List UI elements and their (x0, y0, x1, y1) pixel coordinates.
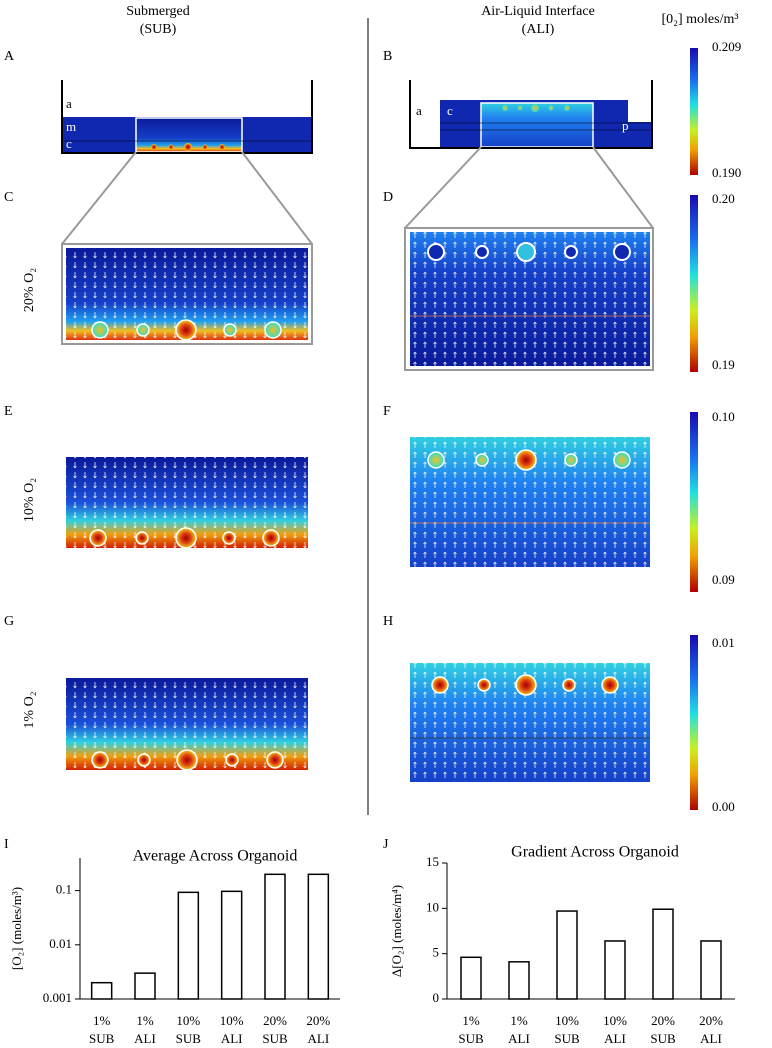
panel-label: D (383, 190, 393, 205)
x-tick-label: 20% (306, 1013, 330, 1028)
well-sub: a m c (61, 80, 313, 154)
colorbar-title: [0₂] moles/m³ (661, 12, 738, 27)
column-title: Air-Liquid Interface (481, 4, 595, 19)
x-tick-label: ALI (508, 1031, 530, 1046)
x-tick-label: SUB (554, 1031, 580, 1046)
region-label: c (66, 136, 72, 151)
colorbar-label: 0.09 (712, 572, 735, 587)
bar (307, 873, 330, 1000)
panel-label: I (4, 837, 9, 852)
zoom-lines (61, 146, 654, 371)
column-abbr: (SUB) (140, 22, 177, 37)
x-tick-label: 10% (220, 1013, 244, 1028)
bar (177, 891, 200, 1000)
region-label: p (622, 118, 629, 133)
y-tick-label: 0.001 (43, 990, 72, 1005)
panel-label: F (383, 404, 391, 419)
x-tick-label: ALI (604, 1031, 626, 1046)
bar (460, 956, 482, 1000)
panel-label: E (4, 404, 13, 419)
column-title: Submerged (126, 4, 190, 19)
x-tick-label: ALI (307, 1031, 329, 1046)
panel-label: G (4, 614, 14, 629)
panel-label: A (4, 49, 15, 64)
region-label: m (416, 126, 426, 141)
colorbar-label: 0.01 (712, 635, 735, 650)
y-axis-label: [O₂] (moles/m³) (9, 887, 24, 970)
row-label: 1% O₂ (22, 691, 37, 728)
x-tick-label: 20% (699, 1013, 723, 1028)
x-tick-label: SUB (89, 1031, 115, 1046)
y-tick-label: 15 (426, 854, 439, 869)
panel-label: B (383, 49, 392, 64)
bar (220, 890, 243, 1000)
column-abbr: (ALI) (522, 22, 555, 37)
x-tick-label: SUB (458, 1031, 484, 1046)
y-tick-label: 0 (433, 990, 440, 1005)
bar (264, 873, 286, 1000)
panel-label: J (383, 837, 389, 852)
y-tick-label: 5 (433, 945, 440, 960)
colorbar-label: 0.19 (712, 357, 735, 372)
x-tick-label: 20% (263, 1013, 287, 1028)
bar (90, 981, 113, 1000)
x-tick-label: 10% (555, 1013, 579, 1028)
x-tick-label: SUB (262, 1031, 288, 1046)
x-tick-label: 1% (136, 1013, 154, 1028)
chart-title: Average Across Organoid (133, 848, 298, 865)
colorbar-label: 0.20 (712, 191, 735, 206)
x-tick-label: ALI (134, 1031, 156, 1046)
simulation-ali (410, 232, 650, 782)
x-tick-label: 20% (651, 1013, 675, 1028)
region-label: a (66, 96, 72, 111)
panel-label: C (4, 190, 13, 205)
colorbar-label: 0.10 (712, 409, 735, 424)
bar (652, 908, 674, 1000)
region-label: m (66, 119, 76, 134)
row-label: 20% O₂ (22, 268, 37, 312)
region-label: a (416, 103, 422, 118)
x-tick-label: 10% (603, 1013, 627, 1028)
charts: Average Across Organoid [O₂] (moles/m³) 0.… (9, 844, 735, 1046)
x-tick-label: SUB (650, 1031, 676, 1046)
chart-title: Gradient Across Organoid (511, 844, 679, 861)
x-tick-label: 1% (93, 1013, 111, 1028)
x-tick-label: 1% (462, 1013, 480, 1028)
simulation-sub (66, 248, 308, 771)
colorbars: 0.209 0.190 0.20 0.19 0.10 0.09 0.01 0.0… (690, 39, 741, 814)
bar (604, 940, 626, 1000)
bar (700, 940, 722, 1000)
y-tick-label: 0.01 (49, 936, 72, 951)
well-ali: a c m p (409, 80, 653, 149)
row-label: 10% O₂ (22, 478, 37, 522)
x-tick-label: 1% (510, 1013, 528, 1028)
colorbar-label: 0.00 (712, 799, 735, 814)
panel-labels: A B C D E F G H I J (4, 49, 393, 852)
region-label: c (447, 103, 453, 118)
bar (508, 961, 530, 1000)
bar (134, 972, 156, 1000)
y-tick-label: 10 (426, 899, 439, 914)
y-axis-label: Δ[O₂] (moles/m⁴) (389, 885, 404, 977)
x-tick-label: SUB (176, 1031, 202, 1046)
x-tick-label: 10% (176, 1013, 200, 1028)
colorbar-label: 0.209 (712, 39, 741, 54)
panel-label: H (383, 614, 393, 629)
bar (556, 910, 578, 1000)
x-tick-label: ALI (221, 1031, 243, 1046)
x-tick-label: ALI (700, 1031, 722, 1046)
colorbar-label: 0.190 (712, 165, 741, 180)
y-tick-label: 0.1 (56, 882, 72, 897)
